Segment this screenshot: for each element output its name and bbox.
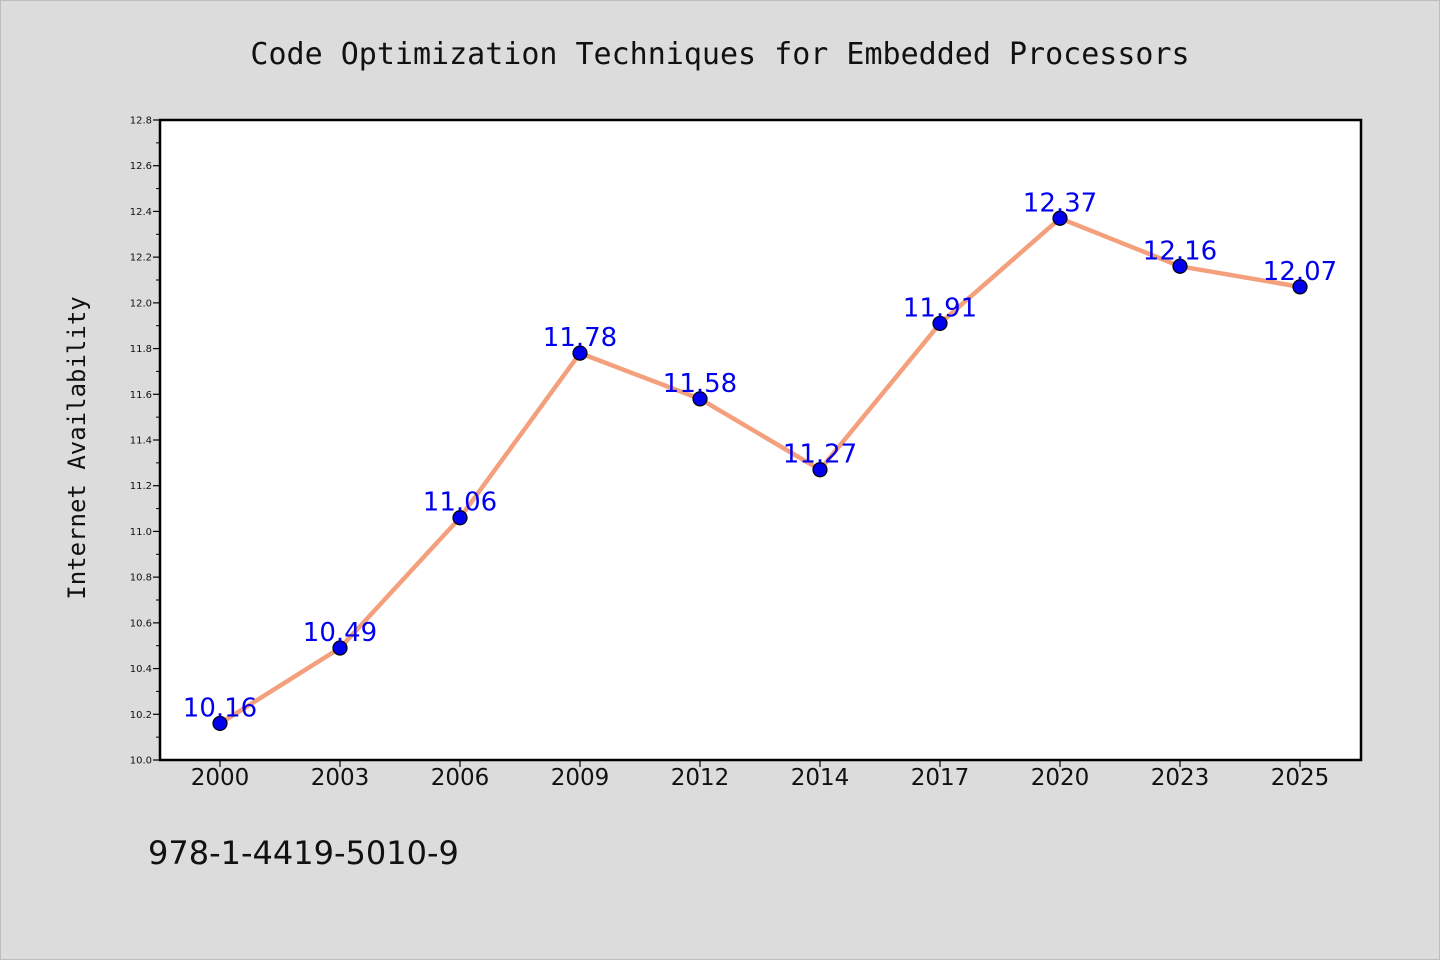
data-label: 11.91 <box>903 293 977 323</box>
data-label: 10.16 <box>183 693 257 723</box>
data-label: 11.06 <box>423 488 497 518</box>
y-tick-label: 12.4 <box>130 207 152 218</box>
data-label: 12.16 <box>1143 236 1217 266</box>
x-tick-label: 2023 <box>1151 765 1210 791</box>
data-point <box>1292 279 1308 295</box>
x-tick-label: 2014 <box>791 765 850 791</box>
data-point <box>332 640 348 656</box>
y-tick-label: 10.2 <box>130 710 152 721</box>
series-line <box>217 216 1303 726</box>
x-tick-label: 2017 <box>911 765 970 791</box>
y-tick-label: 12.8 <box>130 116 152 127</box>
data-point <box>452 510 468 526</box>
data-point <box>572 345 588 361</box>
y-tick-label: 10.8 <box>130 573 152 584</box>
data-point <box>1052 210 1068 226</box>
y-tick-label: 11.2 <box>130 481 152 492</box>
data-point <box>1172 258 1188 274</box>
y-tick-label: 11.6 <box>130 390 152 401</box>
y-axis-label: Internet Availability <box>63 296 91 599</box>
chart-title: Code Optimization Techniques for Embedde… <box>250 37 1189 72</box>
x-tick-label: 2009 <box>551 765 610 791</box>
x-tick-label: 2012 <box>671 765 730 791</box>
x-tick-label: 2020 <box>1031 765 1090 791</box>
y-axis: 10.0 10.2 10.4 10.6 10.8 11.0 11.2 11.4 11.6 11.8… <box>130 116 160 767</box>
data-label: 10.49 <box>303 618 377 648</box>
y-tick-label: 11.4 <box>130 436 152 447</box>
data-point <box>212 715 228 732</box>
y-tick-label: 10.4 <box>130 664 152 675</box>
series-layer: 10.16 10.49 11.06 11.78 11.58 11.27 11.91 12.37… <box>183 188 1337 732</box>
y-tick-label: 12.6 <box>130 161 152 172</box>
data-point <box>692 391 708 407</box>
plot-area <box>160 120 1361 760</box>
x-tick-label: 2003 <box>311 765 370 791</box>
y-tick-label: 10.0 <box>130 756 152 767</box>
data-label: 11.78 <box>543 323 617 353</box>
y-tick-label: 12.0 <box>130 298 152 309</box>
x-tick-label: 2000 <box>191 765 250 791</box>
footer-isbn: 978-1-4419-5010-9 <box>148 834 459 872</box>
x-tick-label: 2006 <box>431 765 490 791</box>
y-tick-label: 11.0 <box>130 527 152 538</box>
data-label: 12.37 <box>1023 188 1097 218</box>
data-point <box>932 315 948 332</box>
data-point <box>812 462 828 478</box>
x-tick-label: 2025 <box>1271 765 1330 791</box>
y-tick-label: 10.6 <box>130 618 152 629</box>
data-label: 11.27 <box>783 440 857 470</box>
x-axis: 2000 2003 2006 2009 2012 2014 2017 2020 2023 2025 <box>191 760 1330 791</box>
data-label: 12.07 <box>1263 257 1337 287</box>
y-tick-label: 11.8 <box>130 344 152 355</box>
data-label: 11.58 <box>663 369 737 399</box>
y-tick-label: 12.2 <box>130 253 152 264</box>
plot-border <box>158 118 1363 762</box>
